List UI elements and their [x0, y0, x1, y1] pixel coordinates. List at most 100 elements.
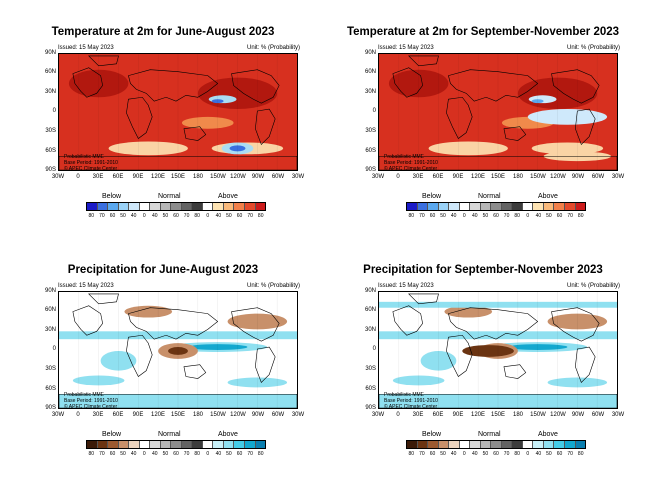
color-swatch — [160, 203, 172, 210]
color-bar-tick: 50 — [482, 213, 489, 219]
color-swatch — [564, 203, 576, 210]
lat-label: 30N — [44, 89, 56, 95]
color-swatch — [512, 441, 523, 448]
color-bar-ticks: 80 70 60 50 40 0 40 50 60 70 80 0 40 50 60 70 80 — [402, 213, 590, 221]
color-bar-tick: 50 — [120, 213, 126, 219]
lon-label: 120W — [230, 412, 246, 418]
lon-label: 30E — [412, 174, 424, 180]
color-bar-tick: 60 — [493, 451, 499, 457]
color-swatch — [501, 441, 513, 448]
issued-date: Issued: 15 May 2023 — [378, 45, 434, 51]
color-swatch — [554, 441, 565, 448]
panel-title: Precipitation for September-November 202… — [363, 264, 603, 276]
lon-label: 60W — [271, 412, 285, 418]
color-swatch — [522, 441, 534, 448]
color-bar — [406, 202, 586, 211]
legend-category-normal: Normal — [158, 431, 181, 438]
color-bar-tick: 0 — [206, 451, 210, 457]
lat-label: 90N — [364, 50, 376, 56]
color-swatch — [449, 441, 460, 448]
color-swatch — [181, 203, 193, 210]
color-swatch — [139, 203, 151, 210]
map-svg — [59, 54, 297, 170]
color-bar-tick: 60 — [236, 213, 243, 219]
lat-label: 60N — [364, 307, 376, 313]
color-bar-tick: 40 — [472, 213, 478, 219]
color-bar-ticks: 80 70 60 50 40 0 40 50 60 70 80 0 40 50 60 70 80 — [82, 451, 270, 459]
lon-label: 150E — [490, 174, 505, 180]
panel-title: Temperature at 2m for September-November… — [346, 26, 620, 38]
lon-label: 120E — [470, 174, 485, 180]
color-swatch — [108, 441, 119, 448]
color-swatch — [234, 441, 245, 448]
lon-label: 150E — [490, 412, 505, 418]
color-bar-tick: 70 — [567, 213, 573, 219]
color-swatch — [428, 441, 439, 448]
color-bar-tick: 60 — [556, 213, 563, 219]
color-swatch — [533, 441, 544, 448]
lon-label: 30W — [611, 174, 625, 180]
unit-label: Unit: % (Probability) — [246, 283, 300, 289]
color-swatch — [428, 203, 439, 210]
lat-label: 60S — [45, 386, 56, 392]
color-bar-tick: 40 — [535, 451, 542, 457]
color-swatch — [554, 203, 565, 210]
color-bar-tick: 50 — [440, 451, 446, 457]
color-swatch — [459, 441, 471, 448]
lat-label: 60S — [365, 148, 376, 154]
color-swatch — [244, 203, 256, 210]
lon-label: 150E — [170, 174, 185, 180]
legend-category-below: Below — [422, 193, 442, 200]
color-swatch — [575, 203, 586, 210]
unit-label: Unit: % (Probability) — [246, 45, 300, 51]
color-bar-tick: 70 — [503, 213, 510, 219]
color-bar-tick: 0 — [142, 451, 146, 457]
color-bar-tick: 0 — [526, 213, 530, 219]
color-bar — [86, 440, 266, 449]
color-swatch — [234, 203, 245, 210]
map-note: © APEC Climate Center — [64, 404, 118, 410]
lon-label: 150W — [210, 174, 226, 180]
color-swatch — [459, 203, 471, 210]
map-note: Base Period: 1991-2010 — [64, 398, 118, 404]
lon-label: 120W — [550, 174, 566, 180]
lat-label: 90N — [364, 288, 376, 294]
color-bar-tick: 40 — [450, 213, 457, 219]
color-swatch — [491, 203, 502, 210]
color-bar — [406, 440, 586, 449]
map-svg — [59, 292, 297, 408]
lat-label: 30S — [365, 366, 376, 372]
color-bar-tick: 40 — [130, 451, 137, 457]
unit-label: Unit: % (Probability) — [566, 283, 620, 289]
lat-label: 0 — [52, 108, 56, 114]
color-swatch — [129, 203, 140, 210]
color-swatch — [564, 441, 576, 448]
color-swatch — [192, 441, 203, 448]
color-bar-tick: 80 — [194, 451, 200, 457]
lat-label: 0 — [52, 346, 56, 352]
lon-label: 60E — [432, 174, 444, 180]
color-bar-tick: 80 — [577, 213, 584, 219]
color-swatch — [97, 441, 109, 448]
color-swatch — [512, 203, 523, 210]
map-note: © APEC Climate Center — [64, 166, 118, 172]
color-swatch — [223, 203, 235, 210]
color-bar-tick: 80 — [514, 451, 520, 457]
color-bar-tick: 80 — [88, 213, 95, 219]
color-swatch — [118, 441, 130, 448]
color-bar-tick: 70 — [99, 213, 105, 219]
lon-label: 30W — [291, 412, 305, 418]
color-bar-tick: 80 — [577, 451, 584, 457]
color-swatch — [480, 441, 492, 448]
color-swatch — [129, 441, 140, 448]
map-note: Probabilistic MME — [64, 392, 105, 398]
panel-temp-son: Temperature at 2m for September-November… — [328, 26, 638, 251]
color-bar-tick: 40 — [130, 213, 137, 219]
lat-label: 90S — [365, 167, 376, 173]
forecast-map — [378, 53, 618, 171]
color-bar-tick: 50 — [546, 451, 552, 457]
lon-label: 180 — [192, 412, 203, 418]
lat-label: 60N — [364, 69, 376, 75]
color-bar-tick: 70 — [183, 451, 190, 457]
lon-label: 120W — [230, 174, 246, 180]
